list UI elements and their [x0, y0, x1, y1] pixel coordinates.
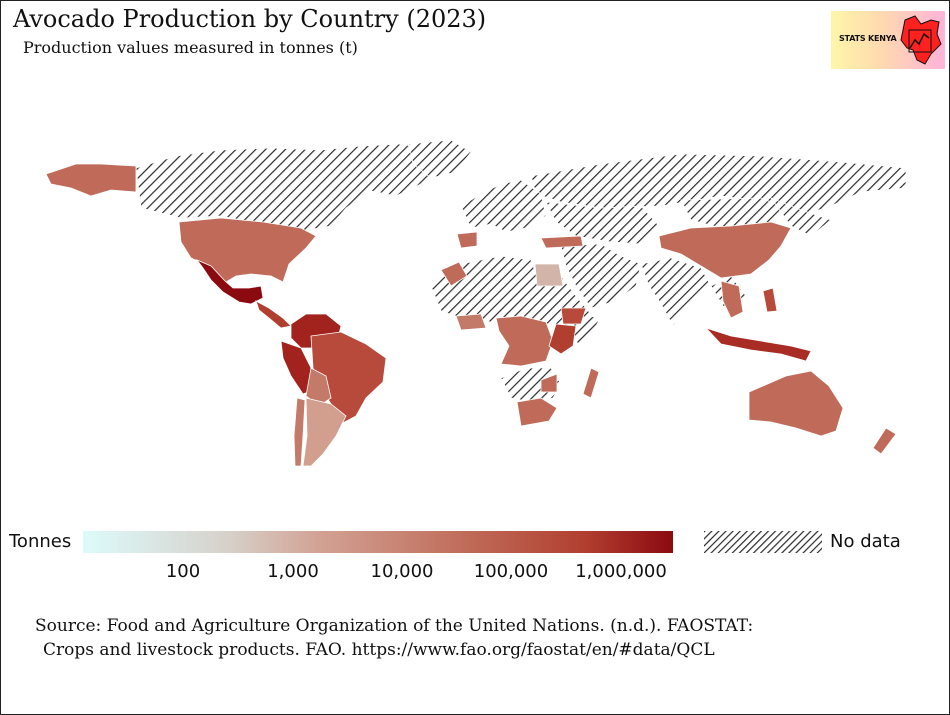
bolivia-paraguay — [305, 367, 332, 407]
central-america — [255, 300, 292, 329]
page-title: Avocado Production by Country (2023) — [13, 5, 487, 33]
indonesia — [704, 327, 812, 362]
south-africa — [516, 397, 558, 427]
india-no-data — [640, 257, 712, 327]
world-map — [45, 139, 907, 466]
canada-no-data — [135, 143, 442, 232]
west-africa — [455, 313, 487, 331]
se-asia-mainland — [720, 280, 744, 319]
australia — [748, 370, 844, 437]
russia-no-data — [530, 153, 907, 217]
kenya-tanzania — [548, 323, 577, 355]
philippines — [762, 287, 778, 313]
middle-east-no-data — [560, 243, 642, 309]
turkey-region — [540, 235, 584, 249]
china — [658, 221, 792, 279]
mozambique — [540, 373, 558, 393]
source-line-2: Crops and livestock products. FAO. https… — [43, 640, 715, 660]
united-states — [178, 217, 317, 283]
greenland-no-data — [408, 139, 472, 179]
no-data-regions — [135, 139, 907, 403]
no-data-label: No data — [830, 531, 901, 552]
madagascar — [582, 367, 600, 399]
argentina — [302, 397, 347, 466]
stats-kenya-logo: STATS KENYA — [831, 11, 945, 69]
egypt — [534, 263, 564, 287]
europe-no-data — [460, 179, 547, 233]
ethiopia — [560, 307, 587, 325]
source-line-1: Source: Food and Agriculture Organizatio… — [35, 616, 754, 636]
alaska — [45, 163, 137, 197]
legend-tick: 10,000 — [370, 561, 434, 582]
legend-tick: 100,000 — [473, 561, 549, 582]
central-asia-no-data — [545, 201, 662, 245]
no-data-swatch — [704, 531, 822, 553]
morocco-spain — [440, 231, 478, 287]
legend-tick: 1,000 — [267, 561, 319, 582]
logo-text: STATS KENYA — [839, 34, 897, 43]
page-subtitle: Production values measured in tonnes (t) — [23, 38, 358, 57]
legend-tick: 1,000,000 — [575, 561, 667, 582]
new-zealand — [872, 427, 897, 455]
kenya-map-icon — [900, 15, 942, 65]
source-citation: Source: Food and Agriculture Organizatio… — [35, 614, 915, 662]
central-africa — [495, 315, 554, 367]
nz-area-no-data — [769, 197, 832, 237]
legend-title: Tonnes — [9, 531, 72, 552]
legend-colorbar — [83, 531, 673, 553]
chile — [293, 397, 306, 466]
data-regions — [45, 163, 897, 466]
legend-tick: 100 — [165, 561, 201, 582]
mexico — [195, 259, 264, 305]
